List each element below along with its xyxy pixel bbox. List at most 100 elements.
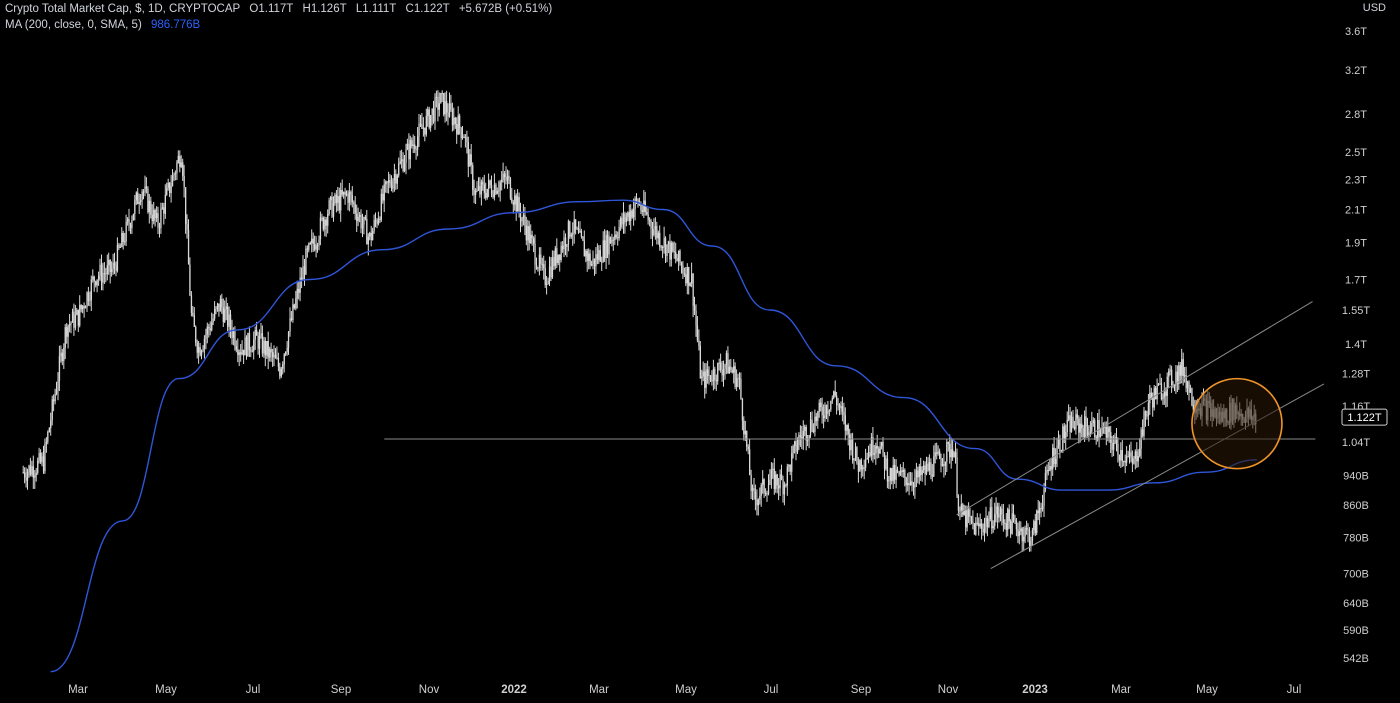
- price-candle-body: [1150, 392, 1152, 398]
- price-candle-body: [820, 402, 822, 407]
- price-candle-body: [115, 265, 117, 271]
- price-candle-body: [1108, 427, 1110, 432]
- price-candle-body: [219, 298, 222, 312]
- price-candle-body: [604, 240, 606, 258]
- price-candle-body: [135, 192, 137, 201]
- price-candle-body: [934, 452, 936, 457]
- price-candle-body: [546, 284, 548, 285]
- price-candle-body: [350, 191, 352, 196]
- price-candle-body: [548, 266, 551, 281]
- price-candle-body: [473, 189, 475, 195]
- price-candle-body: [303, 266, 306, 275]
- price-candle-body: [541, 264, 543, 266]
- price-candle-body: [1036, 510, 1038, 534]
- price-candle-body: [1072, 416, 1074, 427]
- price-candle-body: [773, 468, 775, 489]
- price-candle-body: [498, 190, 500, 192]
- price-candle-body: [821, 407, 823, 416]
- price-candle-body: [54, 393, 56, 402]
- price-candle-body: [419, 123, 422, 125]
- price-candle-body: [376, 220, 378, 224]
- price-candle-body: [638, 204, 641, 206]
- ma-200-line: [50, 199, 1257, 673]
- price-candle-body: [388, 180, 390, 183]
- price-candle-body: [66, 327, 68, 337]
- price-candle-body: [621, 217, 623, 225]
- price-candle-body: [741, 398, 744, 421]
- price-candle-body: [124, 241, 126, 243]
- price-candle-body: [119, 247, 121, 248]
- price-candle-body: [556, 248, 558, 263]
- price-candle-body: [1075, 414, 1077, 430]
- price-candle-body: [585, 250, 587, 257]
- price-candle-body: [480, 181, 483, 195]
- price-candle-body: [659, 232, 661, 247]
- price-candle-body: [907, 483, 909, 486]
- price-candle-body: [282, 364, 284, 369]
- price-candle-body: [1155, 387, 1157, 400]
- price-candle-body: [514, 195, 516, 205]
- y-tick-label: 2.1T: [1345, 205, 1367, 217]
- ma-legend: MA (200, close, 0, SMA, 5) 986.776B: [5, 19, 200, 31]
- price-candle-body: [872, 437, 874, 455]
- price-candle-body: [682, 266, 684, 274]
- price-candle-body: [750, 474, 752, 491]
- price-candle-body: [804, 426, 806, 431]
- price-candle-body: [753, 488, 755, 492]
- price-candle-body: [1056, 445, 1058, 459]
- price-candle-body: [261, 333, 264, 354]
- price-candle-body: [708, 375, 710, 377]
- price-candle-body: [212, 318, 214, 323]
- price-candle-body: [801, 436, 803, 439]
- price-candle-body: [90, 279, 92, 300]
- price-candle-body: [267, 341, 269, 358]
- price-candle-body: [788, 465, 790, 467]
- price-candle-body: [325, 219, 327, 226]
- price-candle-body: [461, 136, 464, 138]
- x-tick-label: Jul: [1287, 684, 1302, 696]
- price-candle-body: [975, 522, 977, 535]
- price-candle-body: [617, 237, 619, 239]
- price-candle-body: [475, 190, 477, 195]
- price-candle-body: [963, 510, 965, 515]
- price-candle-body: [377, 218, 380, 224]
- change-value: +5.672B (+0.51%): [458, 3, 553, 15]
- price-candle-body: [138, 202, 140, 204]
- price-candle-body: [454, 117, 456, 124]
- price-candle-body: [589, 253, 591, 266]
- price-candle-body: [225, 306, 227, 310]
- price-candle-body: [799, 435, 802, 437]
- price-candle-body: [630, 210, 632, 221]
- channel-upper-line: [956, 301, 1313, 516]
- price-candle-body: [1176, 371, 1179, 384]
- price-candle-body: [853, 458, 855, 461]
- price-candle-body: [224, 309, 226, 323]
- price-candle-body: [691, 273, 693, 284]
- price-candle-body: [440, 93, 442, 104]
- price-candle-body: [625, 217, 628, 222]
- price-candle-body: [492, 194, 494, 198]
- price-candle-body: [1182, 359, 1184, 376]
- x-tick-label: May: [675, 684, 697, 696]
- price-candle-body: [121, 233, 123, 247]
- price-candle-body: [711, 380, 713, 382]
- price-candle-body: [1034, 521, 1036, 534]
- price-candle-body: [531, 234, 533, 239]
- currency-label: USD: [1362, 2, 1386, 14]
- y-tick-label: 3.6T: [1345, 26, 1367, 38]
- price-candle-body: [28, 465, 30, 472]
- price-candle-body: [921, 470, 923, 475]
- price-candle-body: [1047, 470, 1049, 471]
- price-candle-body: [64, 327, 66, 348]
- price-candle-body: [519, 210, 522, 222]
- price-candle-body: [767, 485, 770, 495]
- price-candle-body: [736, 378, 738, 387]
- price-candle-body: [321, 217, 323, 219]
- price-candle-body: [140, 200, 142, 202]
- price-candle-body: [727, 353, 729, 374]
- price-candle-body: [759, 495, 761, 500]
- price-candle-body: [1028, 530, 1031, 546]
- price-candle-body: [1095, 436, 1097, 441]
